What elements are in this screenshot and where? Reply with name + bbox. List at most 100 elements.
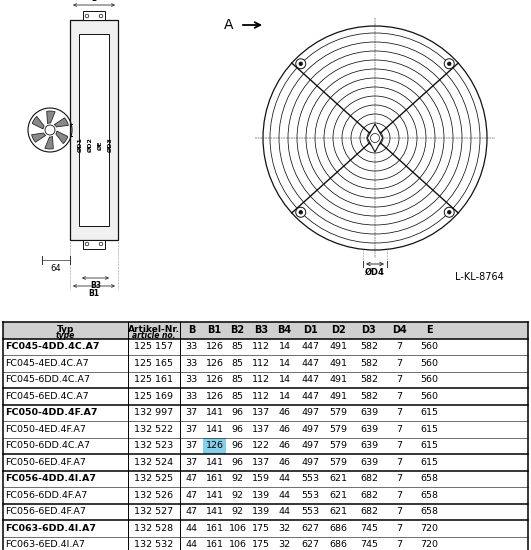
Text: 126: 126 [205, 359, 224, 368]
Text: 7: 7 [397, 507, 402, 516]
Circle shape [85, 242, 89, 246]
Text: 582: 582 [360, 392, 378, 401]
Text: 141: 141 [205, 425, 224, 434]
Text: 37: 37 [185, 441, 198, 450]
Text: 745: 745 [360, 540, 378, 549]
Bar [79, 34, 109, 226]
Text: 639: 639 [360, 458, 378, 467]
Text: type: type [56, 331, 75, 340]
Text: ØE: ØE [98, 140, 102, 150]
Text: 14: 14 [278, 392, 290, 401]
Text: 126: 126 [205, 392, 224, 401]
Text: FC050-4DD.4F.A7: FC050-4DD.4F.A7 [5, 408, 98, 417]
Text: 658: 658 [420, 507, 438, 516]
Text: FC063-6DD.4I.A7: FC063-6DD.4I.A7 [5, 524, 96, 533]
Circle shape [448, 211, 451, 214]
Text: 112: 112 [252, 359, 270, 368]
Polygon shape [32, 117, 44, 129]
Text: 96: 96 [232, 425, 244, 434]
Polygon shape [47, 111, 55, 124]
Text: B1: B1 [89, 289, 99, 298]
Text: 46: 46 [278, 408, 290, 417]
Text: 686: 686 [329, 540, 347, 549]
Text: 627: 627 [301, 524, 319, 533]
Text: 720: 720 [420, 524, 438, 533]
Text: 560: 560 [420, 342, 438, 351]
Text: 560: 560 [420, 392, 438, 401]
Text: 7: 7 [397, 392, 402, 401]
Text: 85: 85 [232, 392, 244, 401]
Text: 132 997: 132 997 [134, 408, 174, 417]
Text: 126: 126 [205, 441, 224, 450]
Text: 7: 7 [397, 342, 402, 351]
Text: FC045-6ED.4C.A7: FC045-6ED.4C.A7 [5, 392, 89, 401]
Text: FC050-6DD.4C.A7: FC050-6DD.4C.A7 [5, 441, 90, 450]
Text: 161: 161 [205, 540, 224, 549]
Text: 137: 137 [252, 408, 270, 417]
Polygon shape [367, 124, 383, 152]
Text: 46: 46 [278, 458, 290, 467]
Text: 161: 161 [205, 524, 224, 533]
Text: 175: 175 [252, 524, 270, 533]
Text: 37: 37 [185, 408, 198, 417]
Text: 686: 686 [329, 524, 347, 533]
Text: FC056-6DD.4F.A7: FC056-6DD.4F.A7 [5, 491, 87, 500]
Text: 112: 112 [252, 375, 270, 384]
Text: 132 524: 132 524 [134, 458, 174, 467]
Text: article no.: article no. [132, 331, 176, 340]
Text: 44: 44 [185, 540, 198, 549]
Text: 7: 7 [397, 524, 402, 533]
Text: 621: 621 [329, 474, 347, 483]
Text: 447: 447 [301, 392, 319, 401]
Bar [3, 322, 528, 338]
Text: 621: 621 [329, 491, 347, 500]
Text: 44: 44 [185, 524, 198, 533]
Text: 132 525: 132 525 [134, 474, 174, 483]
Text: 639: 639 [360, 425, 378, 434]
Text: 639: 639 [360, 408, 378, 417]
Text: 33: 33 [185, 392, 198, 401]
Text: 491: 491 [329, 392, 347, 401]
Text: 627: 627 [301, 540, 319, 549]
Text: 615: 615 [420, 408, 438, 417]
Text: ØD3: ØD3 [107, 138, 113, 152]
Text: B2: B2 [230, 325, 245, 336]
Text: ØD4: ØD4 [365, 268, 385, 277]
Circle shape [299, 211, 303, 214]
Text: 553: 553 [301, 491, 319, 500]
Text: 106: 106 [228, 524, 246, 533]
Text: Artikel-Nr.: Artikel-Nr. [128, 325, 180, 334]
Text: 579: 579 [329, 408, 347, 417]
Text: 37: 37 [185, 458, 198, 467]
Text: 582: 582 [360, 342, 378, 351]
Text: 579: 579 [329, 425, 347, 434]
Text: 497: 497 [301, 458, 319, 467]
Circle shape [448, 62, 451, 65]
Text: 96: 96 [232, 441, 244, 450]
Text: B: B [188, 325, 195, 336]
Bar [83, 240, 105, 249]
Text: 137: 137 [252, 425, 270, 434]
Text: 553: 553 [301, 474, 319, 483]
Circle shape [85, 14, 89, 18]
Text: FC050-4ED.4F.A7: FC050-4ED.4F.A7 [5, 425, 86, 434]
Text: 126: 126 [205, 342, 224, 351]
Text: 33: 33 [185, 375, 198, 384]
Circle shape [45, 125, 55, 135]
Text: 46: 46 [278, 441, 290, 450]
Text: 141: 141 [205, 408, 224, 417]
Bar [70, 20, 118, 240]
Text: 447: 447 [301, 359, 319, 368]
Circle shape [299, 62, 303, 65]
Text: 497: 497 [301, 408, 319, 417]
Text: 7: 7 [397, 359, 402, 368]
Bar [3, 322, 528, 550]
Circle shape [371, 134, 380, 142]
Text: 33: 33 [185, 359, 198, 368]
Text: 582: 582 [360, 375, 378, 384]
Circle shape [99, 242, 103, 246]
Text: B1: B1 [208, 325, 221, 336]
Text: 125 165: 125 165 [134, 359, 174, 368]
Text: 7: 7 [397, 474, 402, 483]
Text: 106: 106 [228, 540, 246, 549]
